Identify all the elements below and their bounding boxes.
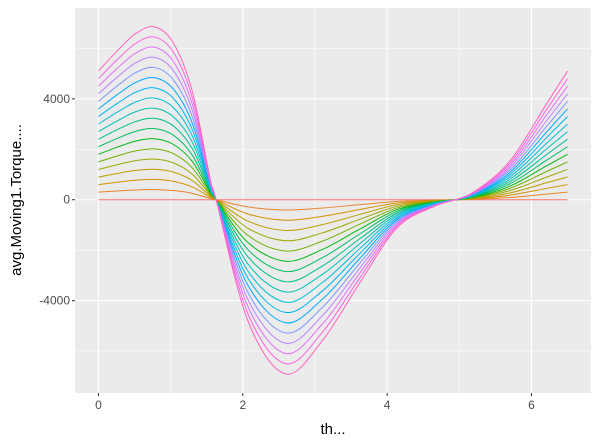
axes: 0 2 4 6 -4000 0 4000 <box>39 92 535 412</box>
series-line-17 <box>98 26 568 375</box>
y-tick-label: 0 <box>63 193 70 207</box>
series-lines <box>98 26 568 375</box>
x-tick-label: 0 <box>95 398 102 412</box>
x-tick-label: 2 <box>239 398 246 412</box>
y-tick-label: 4000 <box>43 92 70 106</box>
x-tick-label: 6 <box>528 398 535 412</box>
y-tick-label: -4000 <box>39 294 70 308</box>
x-axis-title: th... <box>320 421 345 438</box>
plot-panel <box>75 8 591 393</box>
y-axis-title: avg.Moving1.Torque.... <box>8 124 25 276</box>
x-tick-label: 4 <box>384 398 391 412</box>
